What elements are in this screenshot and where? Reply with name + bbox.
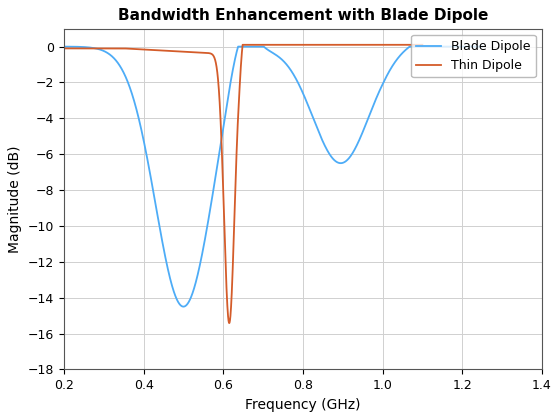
Blade Dipole <box>221 118 228 123</box>
Y-axis label: Magnitude (dB): Magnitude (dB) <box>8 145 22 253</box>
X-axis label: Frequency (GHz): Frequency (GHz) <box>245 398 361 412</box>
Line: Thin Dipole: Thin Dipole <box>64 45 422 323</box>
Blade Dipole <box>133 107 140 112</box>
Thin Dipole <box>60 46 67 51</box>
Thin Dipole <box>239 42 246 47</box>
Thin Dipole <box>101 46 108 51</box>
Thin Dipole <box>419 42 426 47</box>
Thin Dipole <box>374 42 380 47</box>
Thin Dipole <box>226 320 232 326</box>
Legend: Blade Dipole, Thin Dipole: Blade Dipole, Thin Dipole <box>411 35 535 77</box>
Blade Dipole <box>108 53 115 58</box>
Blade Dipole <box>471 44 478 49</box>
Blade Dipole <box>60 44 67 49</box>
Blade Dipole <box>180 304 187 309</box>
Thin Dipole <box>123 46 129 51</box>
Thin Dipole <box>412 42 419 47</box>
Blade Dipole <box>426 44 432 49</box>
Thin Dipole <box>198 50 205 55</box>
Blade Dipole <box>235 44 241 49</box>
Blade Dipole <box>479 44 486 49</box>
Title: Bandwidth Enhancement with Blade Dipole: Bandwidth Enhancement with Blade Dipole <box>118 8 488 24</box>
Blade Dipole <box>239 44 246 49</box>
Line: Blade Dipole: Blade Dipole <box>64 47 482 307</box>
Thin Dipole <box>213 67 220 72</box>
